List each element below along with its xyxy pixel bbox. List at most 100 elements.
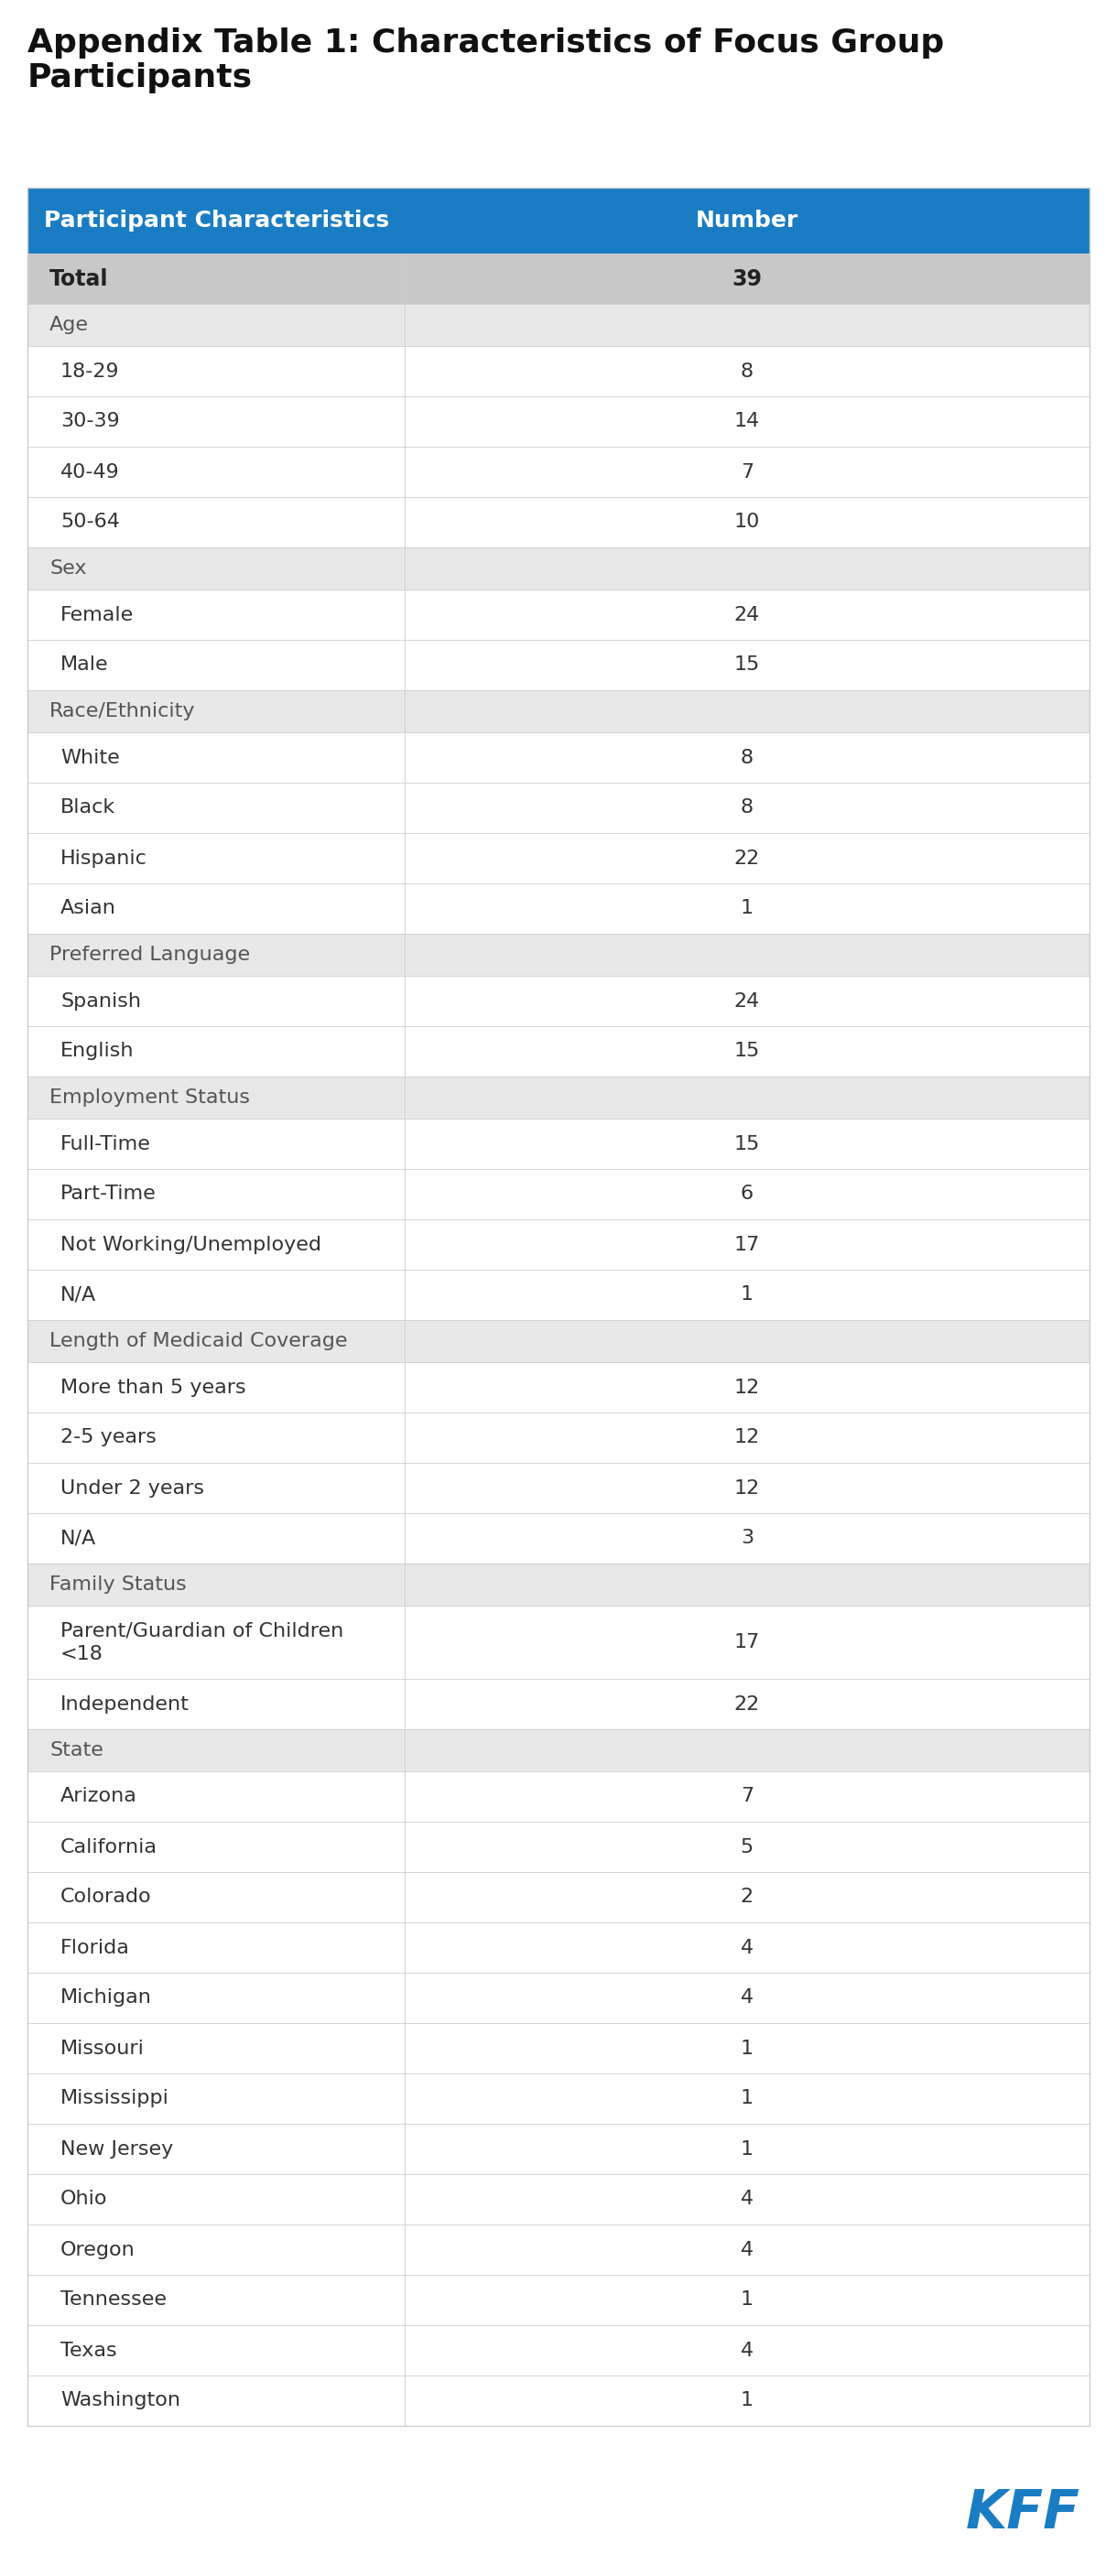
Bar [28,1772,404,1821]
Bar [28,252,404,304]
Bar [28,1564,404,1605]
Bar [404,1680,1089,1728]
Bar [404,1821,1089,1873]
Bar [404,1319,1089,1363]
Text: 15: 15 [734,1133,760,1154]
Bar [28,1412,404,1463]
Bar [28,345,404,397]
Text: N/A: N/A [60,1285,96,1303]
Text: N/A: N/A [60,1530,96,1548]
Bar [404,345,1089,397]
Text: 12: 12 [734,1430,760,1448]
Text: State: State [49,1741,104,1759]
Bar [28,497,404,549]
Text: 1: 1 [741,2089,754,2107]
Bar [28,2174,404,2226]
Text: Preferred Language: Preferred Language [49,945,250,963]
Text: 4: 4 [741,1989,754,2007]
Bar [28,549,404,590]
Bar [28,2074,404,2123]
Bar [28,639,404,690]
Text: 4: 4 [741,2190,754,2208]
Text: 22: 22 [734,850,760,868]
Bar [404,1270,1089,1319]
Bar [28,2226,404,2275]
Text: 6: 6 [741,1185,754,1203]
Bar [28,304,404,345]
Bar [404,690,1089,732]
Text: 2: 2 [741,1888,754,1906]
Bar [28,832,404,884]
Text: 22: 22 [734,1695,760,1713]
Bar [28,884,404,933]
Bar [404,1728,1089,1772]
Bar [28,783,404,832]
Text: 8: 8 [741,750,754,768]
Bar [404,783,1089,832]
Bar [28,1270,404,1319]
Bar [28,1363,404,1412]
Bar [28,1922,404,1973]
Bar [404,2174,1089,2226]
Text: 4: 4 [741,2342,754,2360]
Text: Oregon: Oregon [60,2241,135,2259]
Text: 15: 15 [734,657,760,675]
Text: More than 5 years: More than 5 years [60,1378,246,1396]
Text: 8: 8 [741,363,754,381]
Text: 12: 12 [734,1378,760,1396]
Text: Participant Characteristics: Participant Characteristics [44,209,389,232]
Text: Length of Medicaid Coverage: Length of Medicaid Coverage [49,1332,347,1350]
Text: 1: 1 [741,2040,754,2058]
Text: Not Working/Unemployed: Not Working/Unemployed [60,1236,322,1255]
Bar [404,1118,1089,1170]
Text: Mississippi: Mississippi [60,2089,170,2107]
Bar [404,933,1089,976]
Bar [28,590,404,639]
Text: Appendix Table 1: Characteristics of Focus Group: Appendix Table 1: Characteristics of Foc… [28,28,944,59]
Text: Sex: Sex [49,559,86,577]
Text: 15: 15 [734,1043,760,1061]
Bar [404,304,1089,345]
Text: Male: Male [60,657,108,675]
Bar [28,1605,404,1680]
Bar [404,1605,1089,1680]
Text: New Jersey: New Jersey [60,2141,173,2159]
Bar [28,1463,404,1512]
Text: Texas: Texas [60,2342,117,2360]
Bar [28,2123,404,2174]
Bar [404,1973,1089,2022]
Text: 1: 1 [741,1285,754,1303]
Text: 4: 4 [741,1937,754,1958]
Bar [28,397,404,446]
Text: 8: 8 [741,799,754,817]
Text: 17: 17 [734,1633,760,1651]
Text: KFF: KFF [966,2488,1080,2540]
Bar [28,188,1089,2427]
Bar [404,1463,1089,1512]
Text: Hispanic: Hispanic [60,850,147,868]
Text: 12: 12 [734,1479,760,1497]
Text: 39: 39 [732,268,762,289]
Bar [404,2226,1089,2275]
Text: 1: 1 [741,2141,754,2159]
Text: 24: 24 [734,992,760,1010]
Text: 50-64: 50-64 [60,513,120,531]
Text: 10: 10 [734,513,760,531]
Bar [404,252,1089,304]
Bar [404,832,1089,884]
Bar [404,1564,1089,1605]
Bar [28,1821,404,1873]
Bar [404,549,1089,590]
Text: Asian: Asian [60,899,116,917]
Text: Missouri: Missouri [60,2040,144,2058]
Bar [28,1218,404,1270]
Bar [404,1218,1089,1270]
Text: California: California [60,1837,157,1857]
Bar [404,497,1089,549]
Bar [28,732,404,783]
Text: 24: 24 [734,605,760,623]
Bar [404,884,1089,933]
Bar [28,2022,404,2074]
Text: Michigan: Michigan [60,1989,152,2007]
Text: Race/Ethnicity: Race/Ethnicity [49,703,195,721]
